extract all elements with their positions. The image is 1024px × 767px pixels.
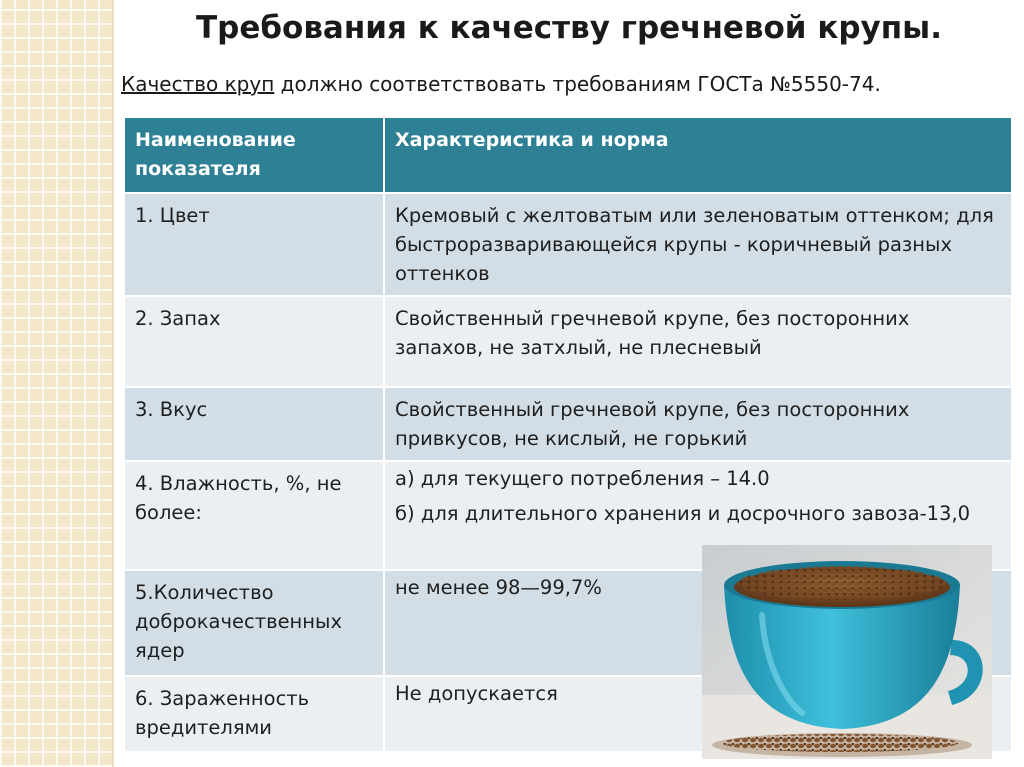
row-name: 6. Зараженность вредителями xyxy=(123,675,385,753)
column-header-value: Характеристика и норма xyxy=(383,116,1013,194)
decorative-side-pattern xyxy=(0,0,112,767)
row-value: Свойственный гречневой крупе, без постор… xyxy=(383,386,1013,462)
row-name: 3. Вкус xyxy=(123,386,385,462)
table-row: 1. Цвет Кремовый с желтоватым или зелено… xyxy=(123,192,1013,297)
side-divider xyxy=(112,0,114,767)
row-name: 1. Цвет xyxy=(123,192,385,297)
column-header-name: Наименование показателя xyxy=(123,116,385,194)
page-subtitle: Качество круп должно соответствовать тре… xyxy=(121,72,881,96)
subtitle-underlined: Качество круп xyxy=(121,72,275,96)
page-title: Требования к качеству гречневой крупы. xyxy=(196,10,942,46)
row-value: Кремовый с желтоватым или зеленоватым от… xyxy=(383,192,1013,297)
table-header-row: Наименование показателя Характеристика и… xyxy=(123,116,1013,194)
table-row: 2. Запах Свойственный гречневой крупе, б… xyxy=(123,295,1013,388)
row-value-a: а) для текущего потребления – 14.0 xyxy=(395,467,770,490)
subtitle-rest: должно соответствовать требованиям ГОСТа… xyxy=(274,72,881,96)
row-value: Свойственный гречневой крупе, без постор… xyxy=(383,295,1013,388)
buckwheat-cup-photo xyxy=(702,545,992,759)
row-name: 5.Количество доброкачественных ядер xyxy=(123,569,385,677)
table-row: 3. Вкус Свойственный гречневой крупе, бе… xyxy=(123,386,1013,462)
row-name: 2. Запах xyxy=(123,295,385,388)
row-value-b: б) для длительного хранения и досрочного… xyxy=(395,502,971,525)
row-name: 4. Влажность, %, не более: xyxy=(123,460,385,571)
